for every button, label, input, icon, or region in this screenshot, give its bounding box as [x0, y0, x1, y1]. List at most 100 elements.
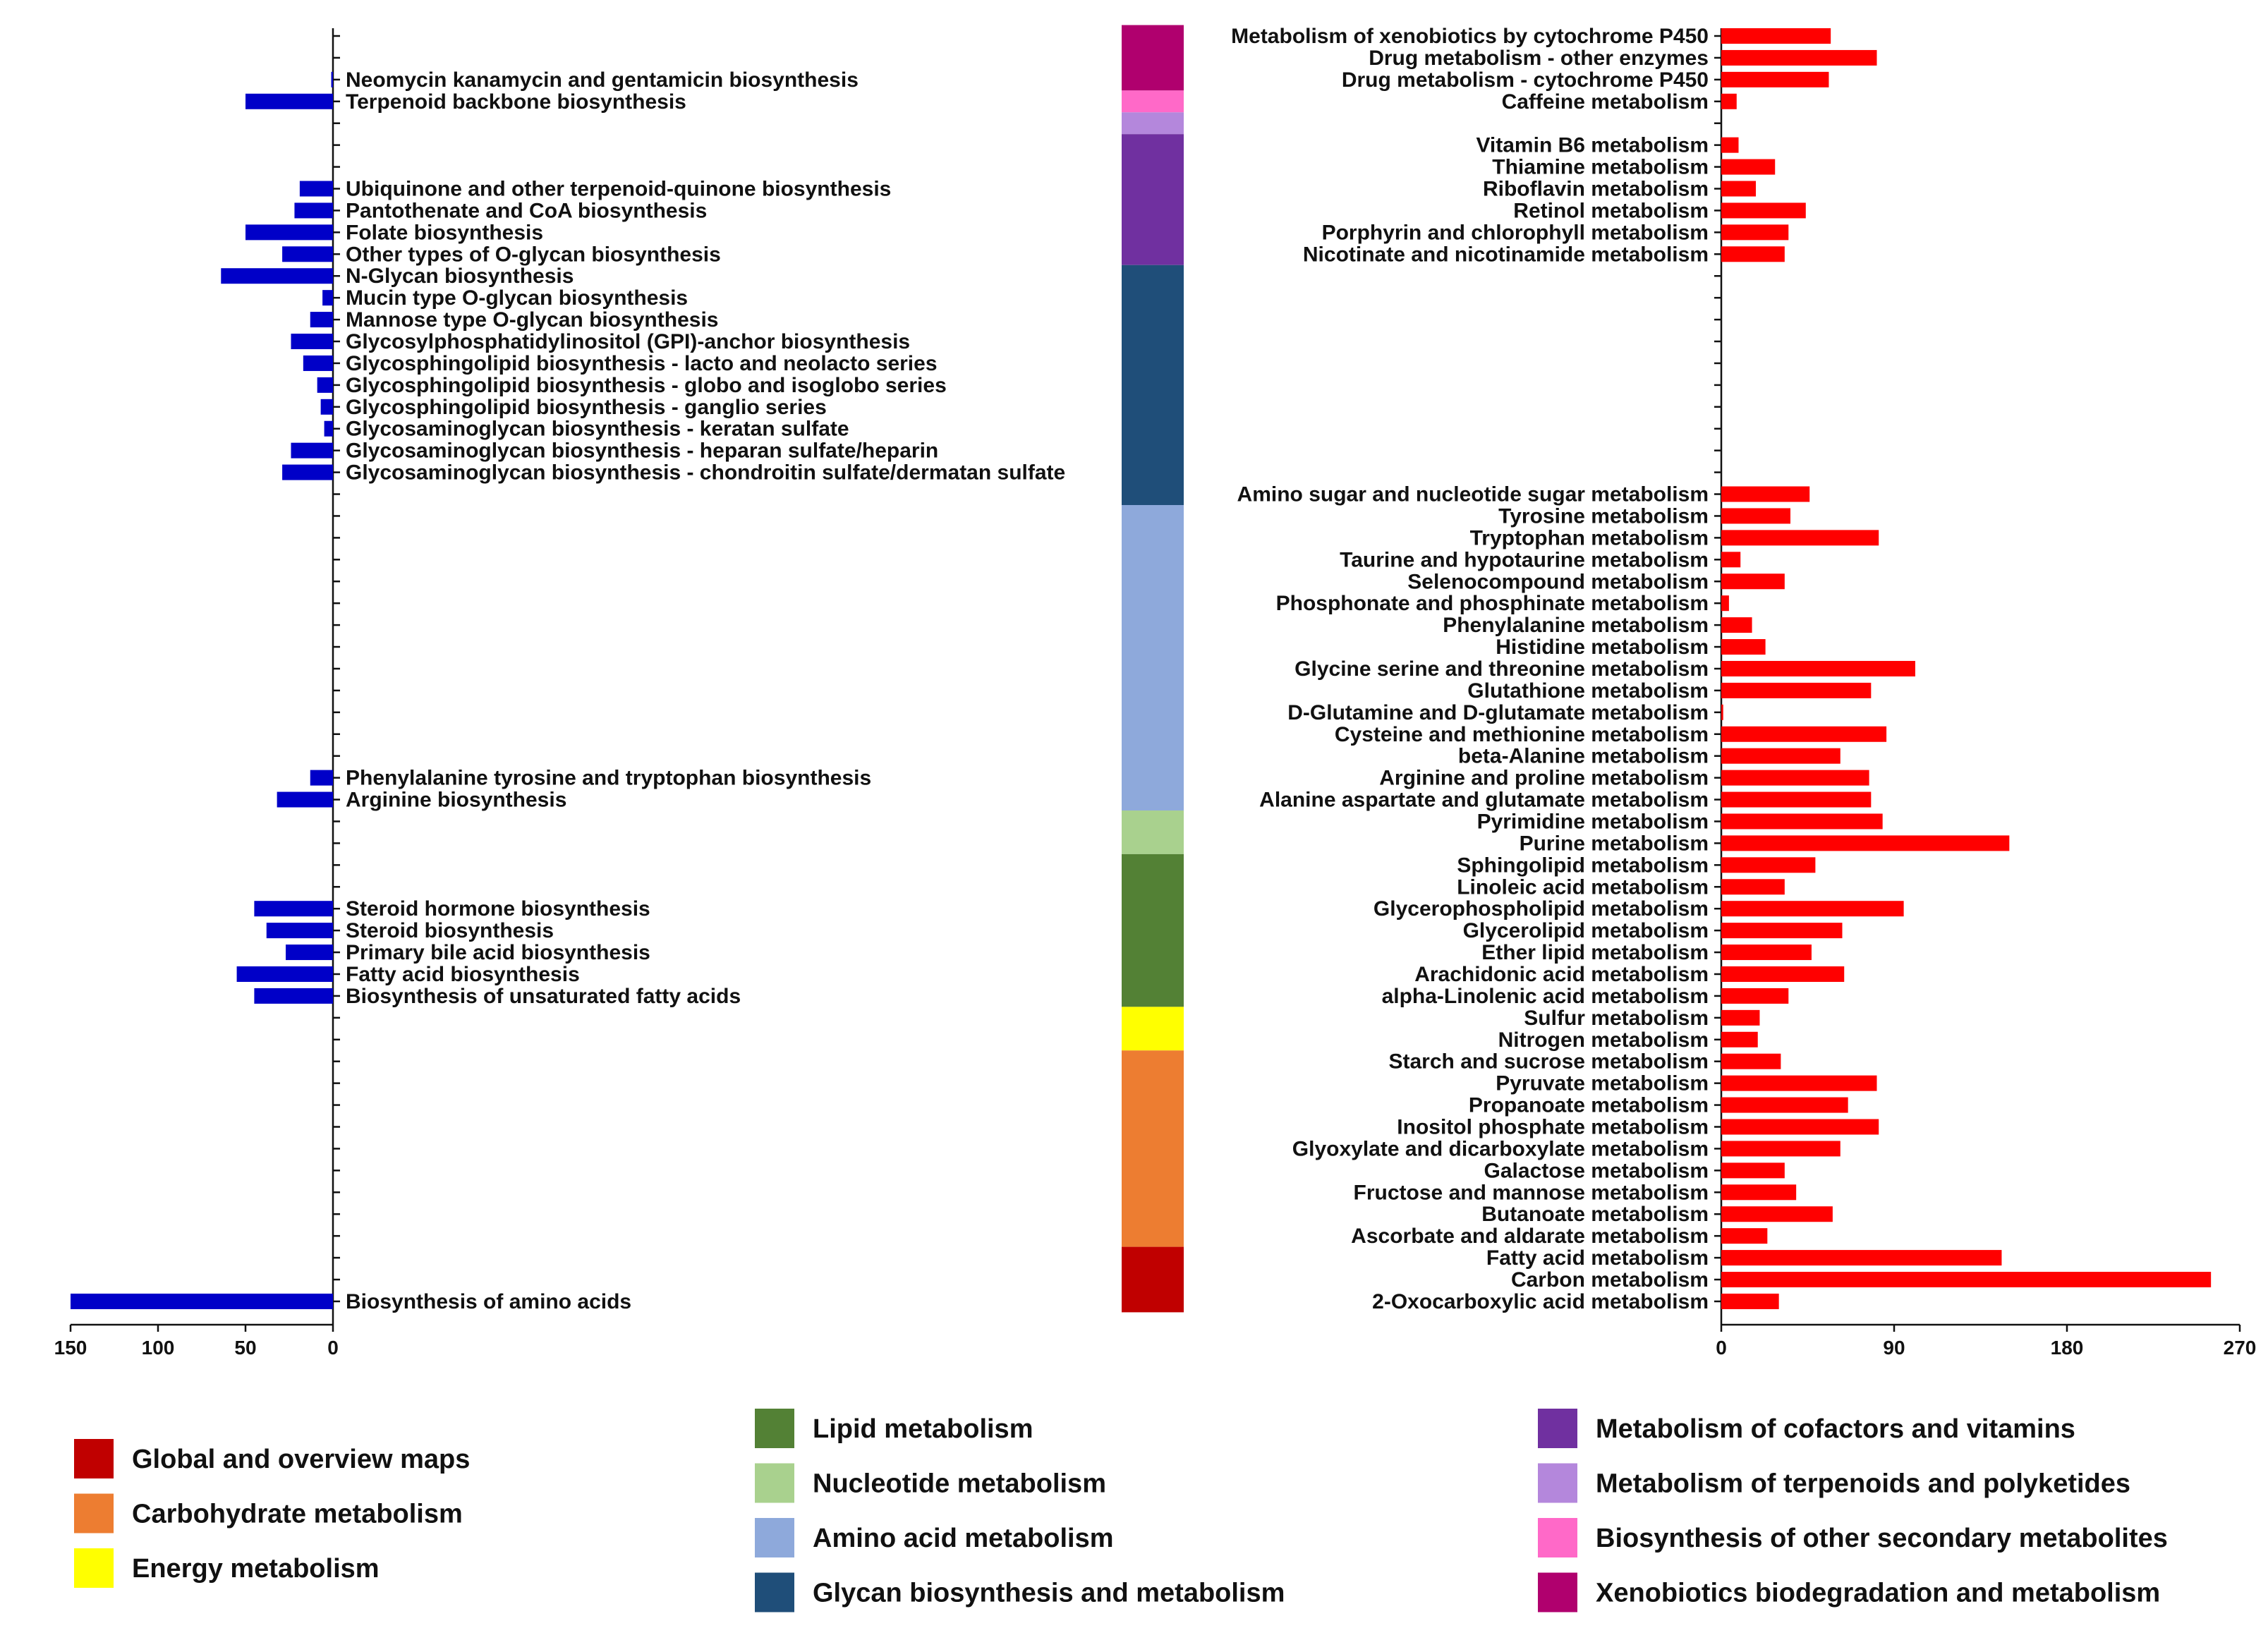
right-x-tick-label: 180 — [2051, 1337, 2084, 1359]
left-bar-label: Terpenoid backbone biosynthesis — [346, 90, 686, 114]
left-bar — [299, 181, 333, 197]
left-bar-label: Biosynthesis of amino acids — [346, 1290, 631, 1313]
right-bar-label: Retinol metabolism — [1513, 199, 1709, 222]
legend-swatch — [1538, 1518, 1577, 1557]
legend-label: Carbohydrate metabolism — [132, 1500, 463, 1529]
right-bar — [1721, 660, 1915, 676]
left-bar-label: Fatty acid biosynthesis — [346, 963, 580, 986]
left-bar-label: Arginine biosynthesis — [346, 789, 566, 812]
left-bar — [236, 966, 333, 982]
right-bar — [1721, 552, 1741, 568]
right-bar-label: Pyrimidine metabolism — [1477, 810, 1709, 833]
category-band-segment — [1122, 504, 1184, 811]
left-bar-label: Mucin type O-glycan biosynthesis — [346, 286, 688, 310]
right-bar — [1721, 682, 1872, 698]
left-bar-label: Biosynthesis of unsaturated fatty acids — [346, 985, 741, 1008]
right-bar — [1721, 857, 1816, 873]
left-bar — [71, 1293, 333, 1309]
legend-swatch — [755, 1463, 794, 1503]
legend-label: Xenobiotics biodegradation and metabolis… — [1596, 1579, 2160, 1608]
right-bar-label: Ether lipid metabolism — [1481, 941, 1709, 964]
right-bar — [1721, 181, 1756, 197]
legend-label: Metabolism of cofactors and vitamins — [1596, 1414, 2075, 1444]
category-band-segment — [1122, 1050, 1184, 1247]
right-bar-label: 2-Oxocarboxylic acid metabolism — [1372, 1290, 1709, 1313]
right-bar-label: Nitrogen metabolism — [1498, 1028, 1709, 1052]
right-bar — [1721, 508, 1790, 524]
right-bar-label: Taurine and hypotaurine metabolism — [1340, 548, 1709, 571]
right-bar-label: Phenylalanine metabolism — [1443, 614, 1709, 637]
left-bar-label: Glycosphingolipid biosynthesis - globo a… — [346, 374, 947, 397]
category-legend: Global and overview maps Carbohydrate met… — [74, 1409, 2168, 1612]
right-bar-label: Phosphonate and phosphinate metabolism — [1276, 592, 1709, 615]
right-bar — [1721, 901, 1904, 917]
right-bar — [1721, 1293, 1779, 1309]
left-bar-label: Neomycin kanamycin and gentamicin biosyn… — [346, 68, 859, 92]
right-bar-label: Tryptophan metabolism — [1470, 526, 1709, 549]
legend-swatch — [74, 1493, 114, 1533]
right-bar-label: Metabolism of xenobiotics by cytochrome … — [1231, 25, 1709, 48]
right-bar-label: Arginine and proline metabolism — [1379, 767, 1709, 790]
right-bar-label: Sphingolipid metabolism — [1457, 854, 1709, 877]
right-bar-label: beta-Alanine metabolism — [1458, 745, 1709, 768]
left-bar-label: Other types of O-glycan biosynthesis — [346, 243, 721, 266]
left-bar-label: Glycosaminoglycan biosynthesis - heparan… — [346, 439, 938, 463]
right-bar — [1721, 137, 1739, 153]
left-bar-label: Glycosphingolipid biosynthesis - ganglio… — [346, 396, 827, 419]
right-bar — [1721, 813, 1883, 830]
category-band-segment — [1122, 810, 1184, 854]
legend-swatch — [755, 1572, 794, 1612]
right-bar — [1721, 770, 1869, 786]
category-band-segment — [1122, 1246, 1184, 1313]
right-bar-label: Tyrosine metabolism — [1498, 504, 1709, 528]
left-x-tick-label: 0 — [327, 1337, 339, 1359]
right-bar-label: Pyruvate metabolism — [1496, 1072, 1709, 1095]
right-bar — [1721, 1141, 1841, 1157]
legend-label: Lipid metabolism — [813, 1414, 1033, 1444]
right-bar — [1721, 1184, 1797, 1201]
left-bar-label: Glycosylphosphatidylinositol (GPI)-ancho… — [346, 330, 910, 353]
right-bar — [1721, 617, 1752, 633]
right-bar — [1721, 486, 1810, 502]
right-bar-label: Vitamin B6 metabolism — [1476, 134, 1709, 157]
right-bar-label: Inositol phosphate metabolism — [1397, 1116, 1709, 1139]
right-x-tick-label: 90 — [1883, 1337, 1905, 1359]
legend-label: Biosynthesis of other secondary metaboli… — [1596, 1524, 2168, 1553]
right-bar — [1721, 1162, 1785, 1179]
left-bar-label: Primary bile acid biosynthesis — [346, 941, 650, 964]
legend-label: Metabolism of terpenoids and polyketides — [1596, 1469, 2130, 1499]
legend-swatch — [1538, 1572, 1577, 1612]
right-bar-label: D-Glutamine and D-glutamate metabolism — [1287, 701, 1709, 724]
left-x-tick-label: 100 — [142, 1337, 175, 1359]
right-bar — [1721, 93, 1737, 109]
left-bar — [277, 791, 333, 808]
right-bar-label: Arachidonic acid metabolism — [1414, 963, 1709, 986]
left-bar — [303, 355, 333, 371]
left-bar — [254, 988, 333, 1004]
right-bar — [1721, 748, 1841, 764]
left-bar-label: N-Glycan biosynthesis — [346, 265, 574, 288]
right-bar — [1721, 1009, 1760, 1026]
right-x-tick-label: 0 — [1716, 1337, 1727, 1359]
left-bar — [291, 442, 333, 458]
left-bar-label: Mannose type O-glycan biosynthesis — [346, 308, 718, 332]
legend-swatch — [755, 1409, 794, 1448]
right-bar — [1721, 704, 1723, 720]
left-bar — [221, 268, 333, 284]
left-bar-label: Ubiquinone and other terpenoid-quinone b… — [346, 178, 891, 201]
right-bar — [1721, 1075, 1877, 1091]
right-x-tick-label: 270 — [2224, 1337, 2257, 1359]
right-bar-label: Thiamine metabolism — [1492, 156, 1709, 179]
right-bar — [1721, 224, 1789, 241]
left-bar — [282, 464, 333, 480]
right-bar — [1721, 573, 1785, 590]
right-bar — [1721, 791, 1872, 808]
right-bar-label: Butanoate metabolism — [1481, 1203, 1709, 1226]
right-bar — [1721, 71, 1829, 87]
legend-swatch — [74, 1548, 114, 1588]
right-bar-label: Drug metabolism - cytochrome P450 — [1342, 68, 1709, 92]
right-bar-label: Linoleic acid metabolism — [1457, 875, 1709, 899]
right-bar — [1721, 530, 1879, 546]
right-bar — [1721, 726, 1887, 742]
